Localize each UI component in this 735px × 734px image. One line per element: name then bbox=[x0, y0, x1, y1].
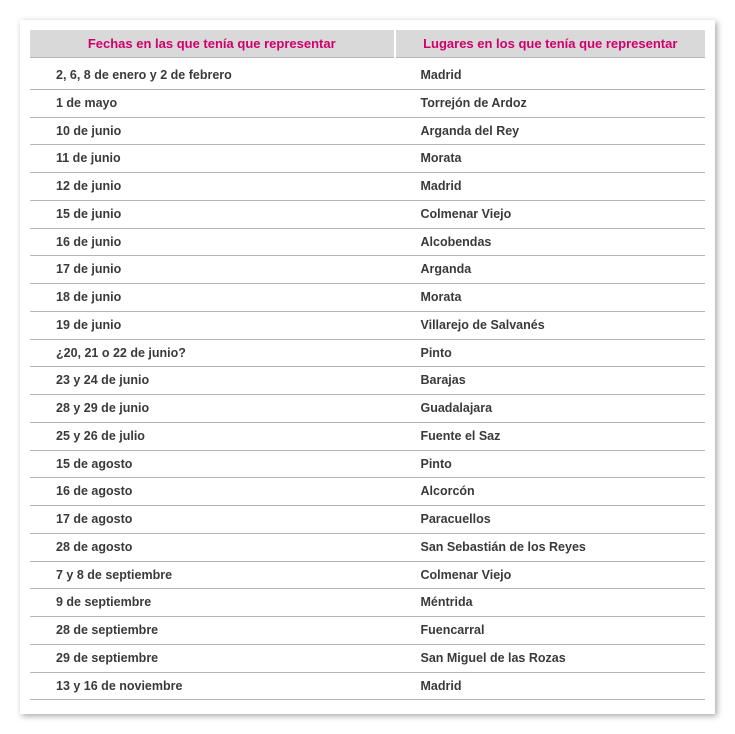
table-row: 25 y 26 de julioFuente el Saz bbox=[30, 422, 705, 450]
cell-place: Alcorcón bbox=[395, 478, 706, 506]
cell-date: 12 de junio bbox=[30, 173, 395, 201]
cell-place: Fuente el Saz bbox=[395, 422, 706, 450]
table-row: 15 de junioColmenar Viejo bbox=[30, 200, 705, 228]
cell-date: 17 de junio bbox=[30, 256, 395, 284]
cell-date: 19 de junio bbox=[30, 311, 395, 339]
cell-date: 23 y 24 de junio bbox=[30, 367, 395, 395]
cell-date: 9 de septiembre bbox=[30, 589, 395, 617]
cell-place: Madrid bbox=[395, 173, 706, 201]
cell-date: 13 y 16 de noviembre bbox=[30, 672, 395, 700]
cell-date: ¿20, 21 o 22 de junio? bbox=[30, 339, 395, 367]
table-row: 18 de junioMorata bbox=[30, 284, 705, 312]
cell-place: Alcobendas bbox=[395, 228, 706, 256]
cell-place: Torrejón de Ardoz bbox=[395, 89, 706, 117]
cell-date: 15 de agosto bbox=[30, 450, 395, 478]
table-row: 17 de agostoParacuellos bbox=[30, 506, 705, 534]
cell-date: 16 de agosto bbox=[30, 478, 395, 506]
cell-place: San Miguel de las Rozas bbox=[395, 644, 706, 672]
cell-place: Guadalajara bbox=[395, 395, 706, 423]
header-dates: Fechas en las que tenía que representar bbox=[30, 30, 395, 58]
cell-date: 16 de junio bbox=[30, 228, 395, 256]
cell-date: 1 de mayo bbox=[30, 89, 395, 117]
cell-place: Colmenar Viejo bbox=[395, 561, 706, 589]
cell-date: 11 de junio bbox=[30, 145, 395, 173]
table-row: 9 de septiembreMéntrida bbox=[30, 589, 705, 617]
table-row: 12 de junioMadrid bbox=[30, 173, 705, 201]
cell-place: Arganda bbox=[395, 256, 706, 284]
table-row: 29 de septiembreSan Miguel de las Rozas bbox=[30, 644, 705, 672]
table-row: 7 y 8 de septiembreColmenar Viejo bbox=[30, 561, 705, 589]
table-row: 19 de junioVillarejo de Salvanés bbox=[30, 311, 705, 339]
cell-place: Madrid bbox=[395, 58, 706, 90]
cell-date: 10 de junio bbox=[30, 117, 395, 145]
cell-place: Méntrida bbox=[395, 589, 706, 617]
table-row: 10 de junioArganda del Rey bbox=[30, 117, 705, 145]
cell-date: 29 de septiembre bbox=[30, 644, 395, 672]
cell-place: Colmenar Viejo bbox=[395, 200, 706, 228]
cell-place: Paracuellos bbox=[395, 506, 706, 534]
cell-place: Villarejo de Salvanés bbox=[395, 311, 706, 339]
table-row: 13 y 16 de noviembreMadrid bbox=[30, 672, 705, 700]
cell-place: Morata bbox=[395, 284, 706, 312]
table-row: 11 de junioMorata bbox=[30, 145, 705, 173]
cell-date: 7 y 8 de septiembre bbox=[30, 561, 395, 589]
cell-date: 2, 6, 8 de enero y 2 de febrero bbox=[30, 58, 395, 90]
table-row: 2, 6, 8 de enero y 2 de febreroMadrid bbox=[30, 58, 705, 90]
cell-date: 17 de agosto bbox=[30, 506, 395, 534]
schedule-table: Fechas en las que tenía que representar … bbox=[30, 30, 705, 700]
header-places: Lugares en los que tenía que representar bbox=[395, 30, 706, 58]
table-row: ¿20, 21 o 22 de junio?Pinto bbox=[30, 339, 705, 367]
cell-date: 18 de junio bbox=[30, 284, 395, 312]
cell-place: Barajas bbox=[395, 367, 706, 395]
cell-place: Pinto bbox=[395, 339, 706, 367]
table-row: 16 de agostoAlcorcón bbox=[30, 478, 705, 506]
table-row: 17 de junioArganda bbox=[30, 256, 705, 284]
cell-date: 28 y 29 de junio bbox=[30, 395, 395, 423]
cell-place: Madrid bbox=[395, 672, 706, 700]
cell-date: 28 de agosto bbox=[30, 533, 395, 561]
header-row: Fechas en las que tenía que representar … bbox=[30, 30, 705, 58]
table-row: 28 de agostoSan Sebastián de los Reyes bbox=[30, 533, 705, 561]
cell-place: San Sebastián de los Reyes bbox=[395, 533, 706, 561]
cell-place: Arganda del Rey bbox=[395, 117, 706, 145]
cell-date: 25 y 26 de julio bbox=[30, 422, 395, 450]
cell-place: Pinto bbox=[395, 450, 706, 478]
schedule-table-container: Fechas en las que tenía que representar … bbox=[20, 20, 715, 714]
table-row: 1 de mayoTorrejón de Ardoz bbox=[30, 89, 705, 117]
cell-place: Morata bbox=[395, 145, 706, 173]
table-row: 16 de junioAlcobendas bbox=[30, 228, 705, 256]
table-row: 15 de agostoPinto bbox=[30, 450, 705, 478]
cell-date: 15 de junio bbox=[30, 200, 395, 228]
table-row: 23 y 24 de junioBarajas bbox=[30, 367, 705, 395]
table-row: 28 y 29 de junioGuadalajara bbox=[30, 395, 705, 423]
